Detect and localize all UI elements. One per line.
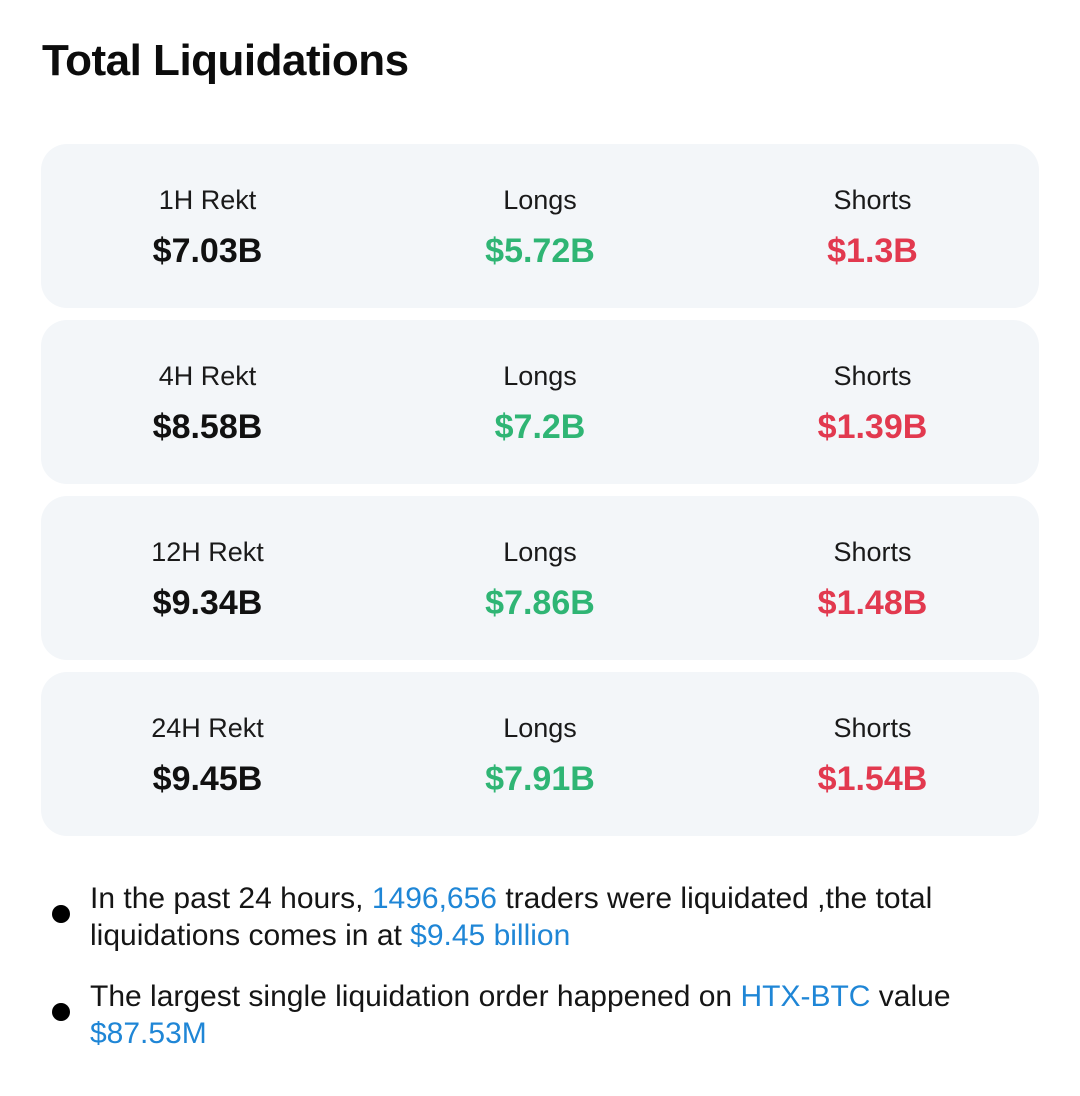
total-value: $9.45B xyxy=(152,760,263,798)
period-label: 12H Rekt xyxy=(151,537,264,567)
total-value: $9.34B xyxy=(152,584,263,622)
liquidation-cards: 1H Rekt $7.03B Longs $5.72B Shorts $1.3B… xyxy=(41,144,1039,848)
longs-value: $5.72B xyxy=(485,232,595,270)
liquidation-card-1h: 1H Rekt $7.03B Longs $5.72B Shorts $1.3B xyxy=(41,144,1039,308)
shorts-column: Shorts $1.39B xyxy=(706,320,1039,484)
shorts-label: Shorts xyxy=(833,713,912,743)
period-label: 24H Rekt xyxy=(151,713,264,743)
summary-text: In the past 24 hours, xyxy=(90,882,372,915)
longs-column: Longs $7.91B xyxy=(374,672,706,836)
total-value: $7.03B xyxy=(152,232,263,270)
shorts-label: Shorts xyxy=(833,185,912,215)
liquidation-card-24h: 24H Rekt $9.45B Longs $7.91B Shorts $1.5… xyxy=(41,672,1039,836)
longs-value: $7.91B xyxy=(485,760,595,798)
shorts-value: $1.54B xyxy=(817,760,928,798)
bullet-dot-icon xyxy=(52,905,70,923)
page-title: Total Liquidations xyxy=(42,36,409,85)
total-column: 12H Rekt $9.34B xyxy=(41,496,374,660)
longs-column: Longs $5.72B xyxy=(374,144,706,308)
summary-text: traders were liquidated ,the total liqui… xyxy=(90,882,933,952)
shorts-label: Shorts xyxy=(833,361,912,391)
shorts-value: $1.39B xyxy=(817,408,928,446)
longs-label: Longs xyxy=(503,713,577,743)
longs-value: $7.2B xyxy=(494,408,586,446)
summary-item-largest-order: The largest single liquidation order hap… xyxy=(52,978,1032,1052)
total-column: 1H Rekt $7.03B xyxy=(41,144,374,308)
longs-value: $7.86B xyxy=(485,584,595,622)
shorts-column: Shorts $1.3B xyxy=(706,144,1039,308)
summary-item-traders: In the past 24 hours, 1496,656 traders w… xyxy=(52,880,1032,954)
summary-text: value xyxy=(870,980,951,1013)
longs-label: Longs xyxy=(503,185,577,215)
summary-list: In the past 24 hours, 1496,656 traders w… xyxy=(52,880,1032,1076)
shorts-value: $1.48B xyxy=(817,584,928,622)
total-column: 24H Rekt $9.45B xyxy=(41,672,374,836)
longs-column: Longs $7.2B xyxy=(374,320,706,484)
summary-text: The largest single liquidation order hap… xyxy=(90,980,741,1013)
pair-link[interactable]: HTX-BTC xyxy=(740,980,871,1013)
longs-label: Longs xyxy=(503,537,577,567)
longs-label: Longs xyxy=(503,361,577,391)
period-label: 4H Rekt xyxy=(158,361,257,391)
total-value: $8.58B xyxy=(152,408,263,446)
largest-amount-link[interactable]: $87.53M xyxy=(90,1017,207,1050)
shorts-column: Shorts $1.48B xyxy=(706,496,1039,660)
liquidation-card-4h: 4H Rekt $8.58B Longs $7.2B Shorts $1.39B xyxy=(41,320,1039,484)
longs-column: Longs $7.86B xyxy=(374,496,706,660)
total-amount-link[interactable]: $9.45 billion xyxy=(410,919,571,952)
liquidation-card-12h: 12H Rekt $9.34B Longs $7.86B Shorts $1.4… xyxy=(41,496,1039,660)
shorts-label: Shorts xyxy=(833,537,912,567)
traders-count-link[interactable]: 1496,656 xyxy=(371,882,497,915)
total-column: 4H Rekt $8.58B xyxy=(41,320,374,484)
bullet-dot-icon xyxy=(52,1003,70,1021)
shorts-column: Shorts $1.54B xyxy=(706,672,1039,836)
shorts-value: $1.3B xyxy=(827,232,918,270)
period-label: 1H Rekt xyxy=(158,185,257,215)
